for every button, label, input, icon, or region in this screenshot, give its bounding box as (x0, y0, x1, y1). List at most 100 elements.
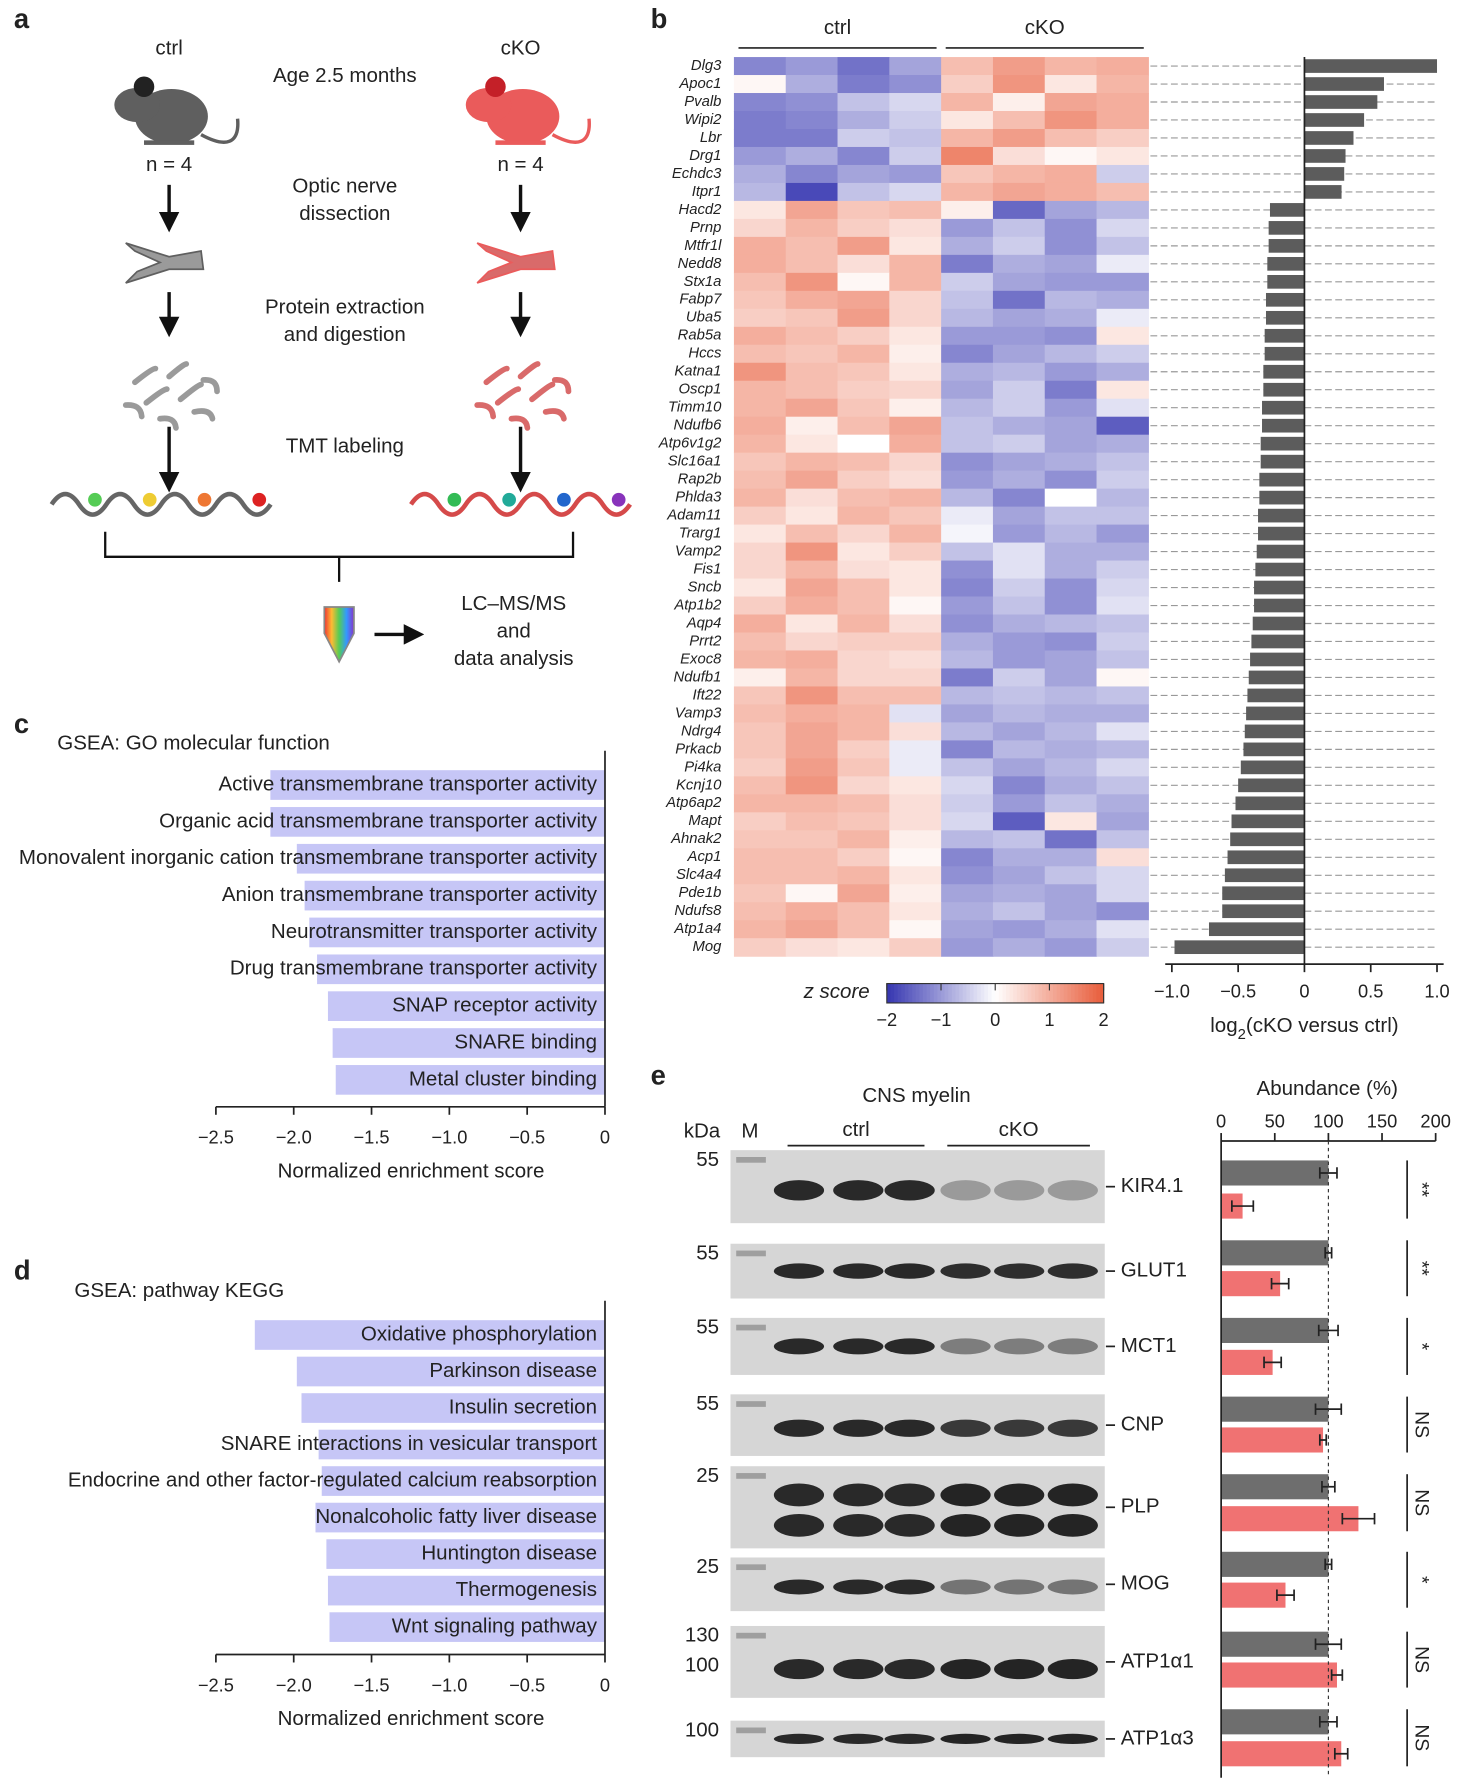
heatmap-cell (1096, 938, 1149, 957)
gene-label: Wipi2 (684, 112, 722, 128)
heatmap-cell (837, 920, 890, 939)
heatmap-cell (1096, 542, 1149, 562)
heatmap-cell (889, 57, 942, 76)
significance-label: * (1411, 1576, 1433, 1584)
category-label: Nonalcoholic fatty liver disease (315, 1505, 597, 1528)
heatmap-cell (733, 650, 787, 670)
heatmap-cell (837, 524, 890, 544)
heatmap-cell (1096, 596, 1149, 616)
mouse-tail (200, 118, 240, 144)
heatmap-cell (1096, 488, 1149, 508)
heatmap-cell (785, 686, 839, 705)
heatmap-cell (992, 578, 1046, 598)
colorbar-segment (959, 983, 964, 1003)
log2-bar (1269, 203, 1305, 217)
category-label: Active transmembrane transporter activit… (218, 772, 597, 795)
heatmap-cell (992, 632, 1046, 652)
heatmap-cell (889, 362, 942, 382)
heatmap-cell (889, 668, 942, 688)
heatmap-cell (785, 830, 839, 849)
bar (254, 1320, 605, 1350)
heatmap-cell (941, 308, 994, 328)
tmt-tag (142, 492, 157, 507)
marker-band (736, 1250, 766, 1257)
heatmap-cell (1096, 236, 1149, 256)
heatmap-cell (733, 920, 787, 939)
blot-band (940, 1483, 991, 1507)
heatmap-cell (1096, 578, 1149, 598)
kda-marker: 55 (696, 1241, 719, 1264)
log2-bar (1259, 490, 1305, 505)
heatmap-cell (785, 668, 839, 688)
heatmap-cell (1096, 434, 1149, 454)
x-tick-label: −0.5 (509, 1127, 545, 1148)
heatmap-cell (941, 884, 994, 903)
heatmap-cell (889, 614, 942, 634)
log2-bar (1240, 760, 1305, 775)
tube (323, 606, 355, 664)
heatmap-cell (992, 182, 1046, 202)
heatmap-cell (941, 506, 994, 526)
colorbar-tick-label: 0 (990, 1009, 1000, 1030)
log2-bar (1267, 274, 1305, 289)
heatmap-cell (1044, 848, 1098, 867)
colorbar-segment (1042, 983, 1047, 1003)
colorbar-segment (922, 983, 928, 1003)
chart-title: GSEA: pathway KEGG (74, 1279, 284, 1302)
log2-bar (1267, 257, 1305, 271)
tmt-tag (197, 492, 212, 507)
log2-bar (1264, 328, 1305, 343)
heatmap-cell (941, 218, 994, 238)
heatmap-cell (941, 416, 994, 436)
protein-label: ATP1α1 (1121, 1649, 1194, 1672)
heatmap-cell (785, 75, 839, 94)
heatmap-cell (941, 542, 994, 562)
heatmap-cell (1044, 57, 1098, 76)
log2-bar (1222, 904, 1305, 919)
x-axis-label: Normalized enrichment score (278, 1707, 545, 1730)
heatmap-cell (837, 290, 890, 310)
blot-band (773, 1483, 825, 1507)
marker-band (736, 1727, 766, 1734)
log2-bar (1304, 59, 1438, 73)
heatmap-cell (733, 794, 787, 813)
heatmap-cell (992, 686, 1046, 705)
peptide (122, 402, 145, 420)
colorbar-segment (890, 983, 895, 1003)
chart-title: Abundance (%) (1257, 1077, 1398, 1100)
heatmap-cell (889, 146, 942, 166)
x-tick-label: −1.0 (431, 1674, 467, 1695)
heatmap-cell (992, 596, 1046, 616)
chart-title: GSEA: GO molecular function (57, 731, 330, 754)
heatmap-cell (837, 668, 890, 688)
heatmap-cell (1044, 506, 1098, 526)
blot-band (884, 1338, 935, 1355)
heatmap-cell (733, 362, 787, 382)
heatmap-cell (992, 560, 1046, 580)
heatmap-cell (1096, 902, 1149, 921)
log2-bar (1174, 940, 1305, 955)
heatmap-cell (1044, 812, 1098, 831)
heatmap-cell (837, 200, 890, 220)
step-label: TMT labeling (286, 435, 404, 458)
heatmap-cell (785, 164, 839, 184)
gene-label: Prnp (690, 220, 721, 236)
heatmap-cell (837, 542, 890, 562)
log2-bar (1258, 526, 1305, 541)
heatmap-cell (889, 200, 942, 220)
heatmap-cell (941, 722, 994, 741)
log2-bar (1304, 95, 1378, 109)
protein-label: GLUT1 (1121, 1259, 1187, 1282)
peptide (200, 377, 220, 395)
heatmap-cell (889, 902, 942, 921)
blot-band (994, 1180, 1045, 1201)
colorbar-segment (1085, 983, 1090, 1003)
heatmap-cell (1096, 344, 1149, 364)
blot-band (940, 1180, 991, 1201)
group-label: ctrl (155, 36, 182, 59)
heatmap-cell (941, 75, 994, 94)
blot-band (773, 1513, 825, 1537)
heatmap-cell (1044, 434, 1098, 454)
heatmap-cell (837, 110, 890, 130)
heatmap-cell (837, 506, 890, 526)
